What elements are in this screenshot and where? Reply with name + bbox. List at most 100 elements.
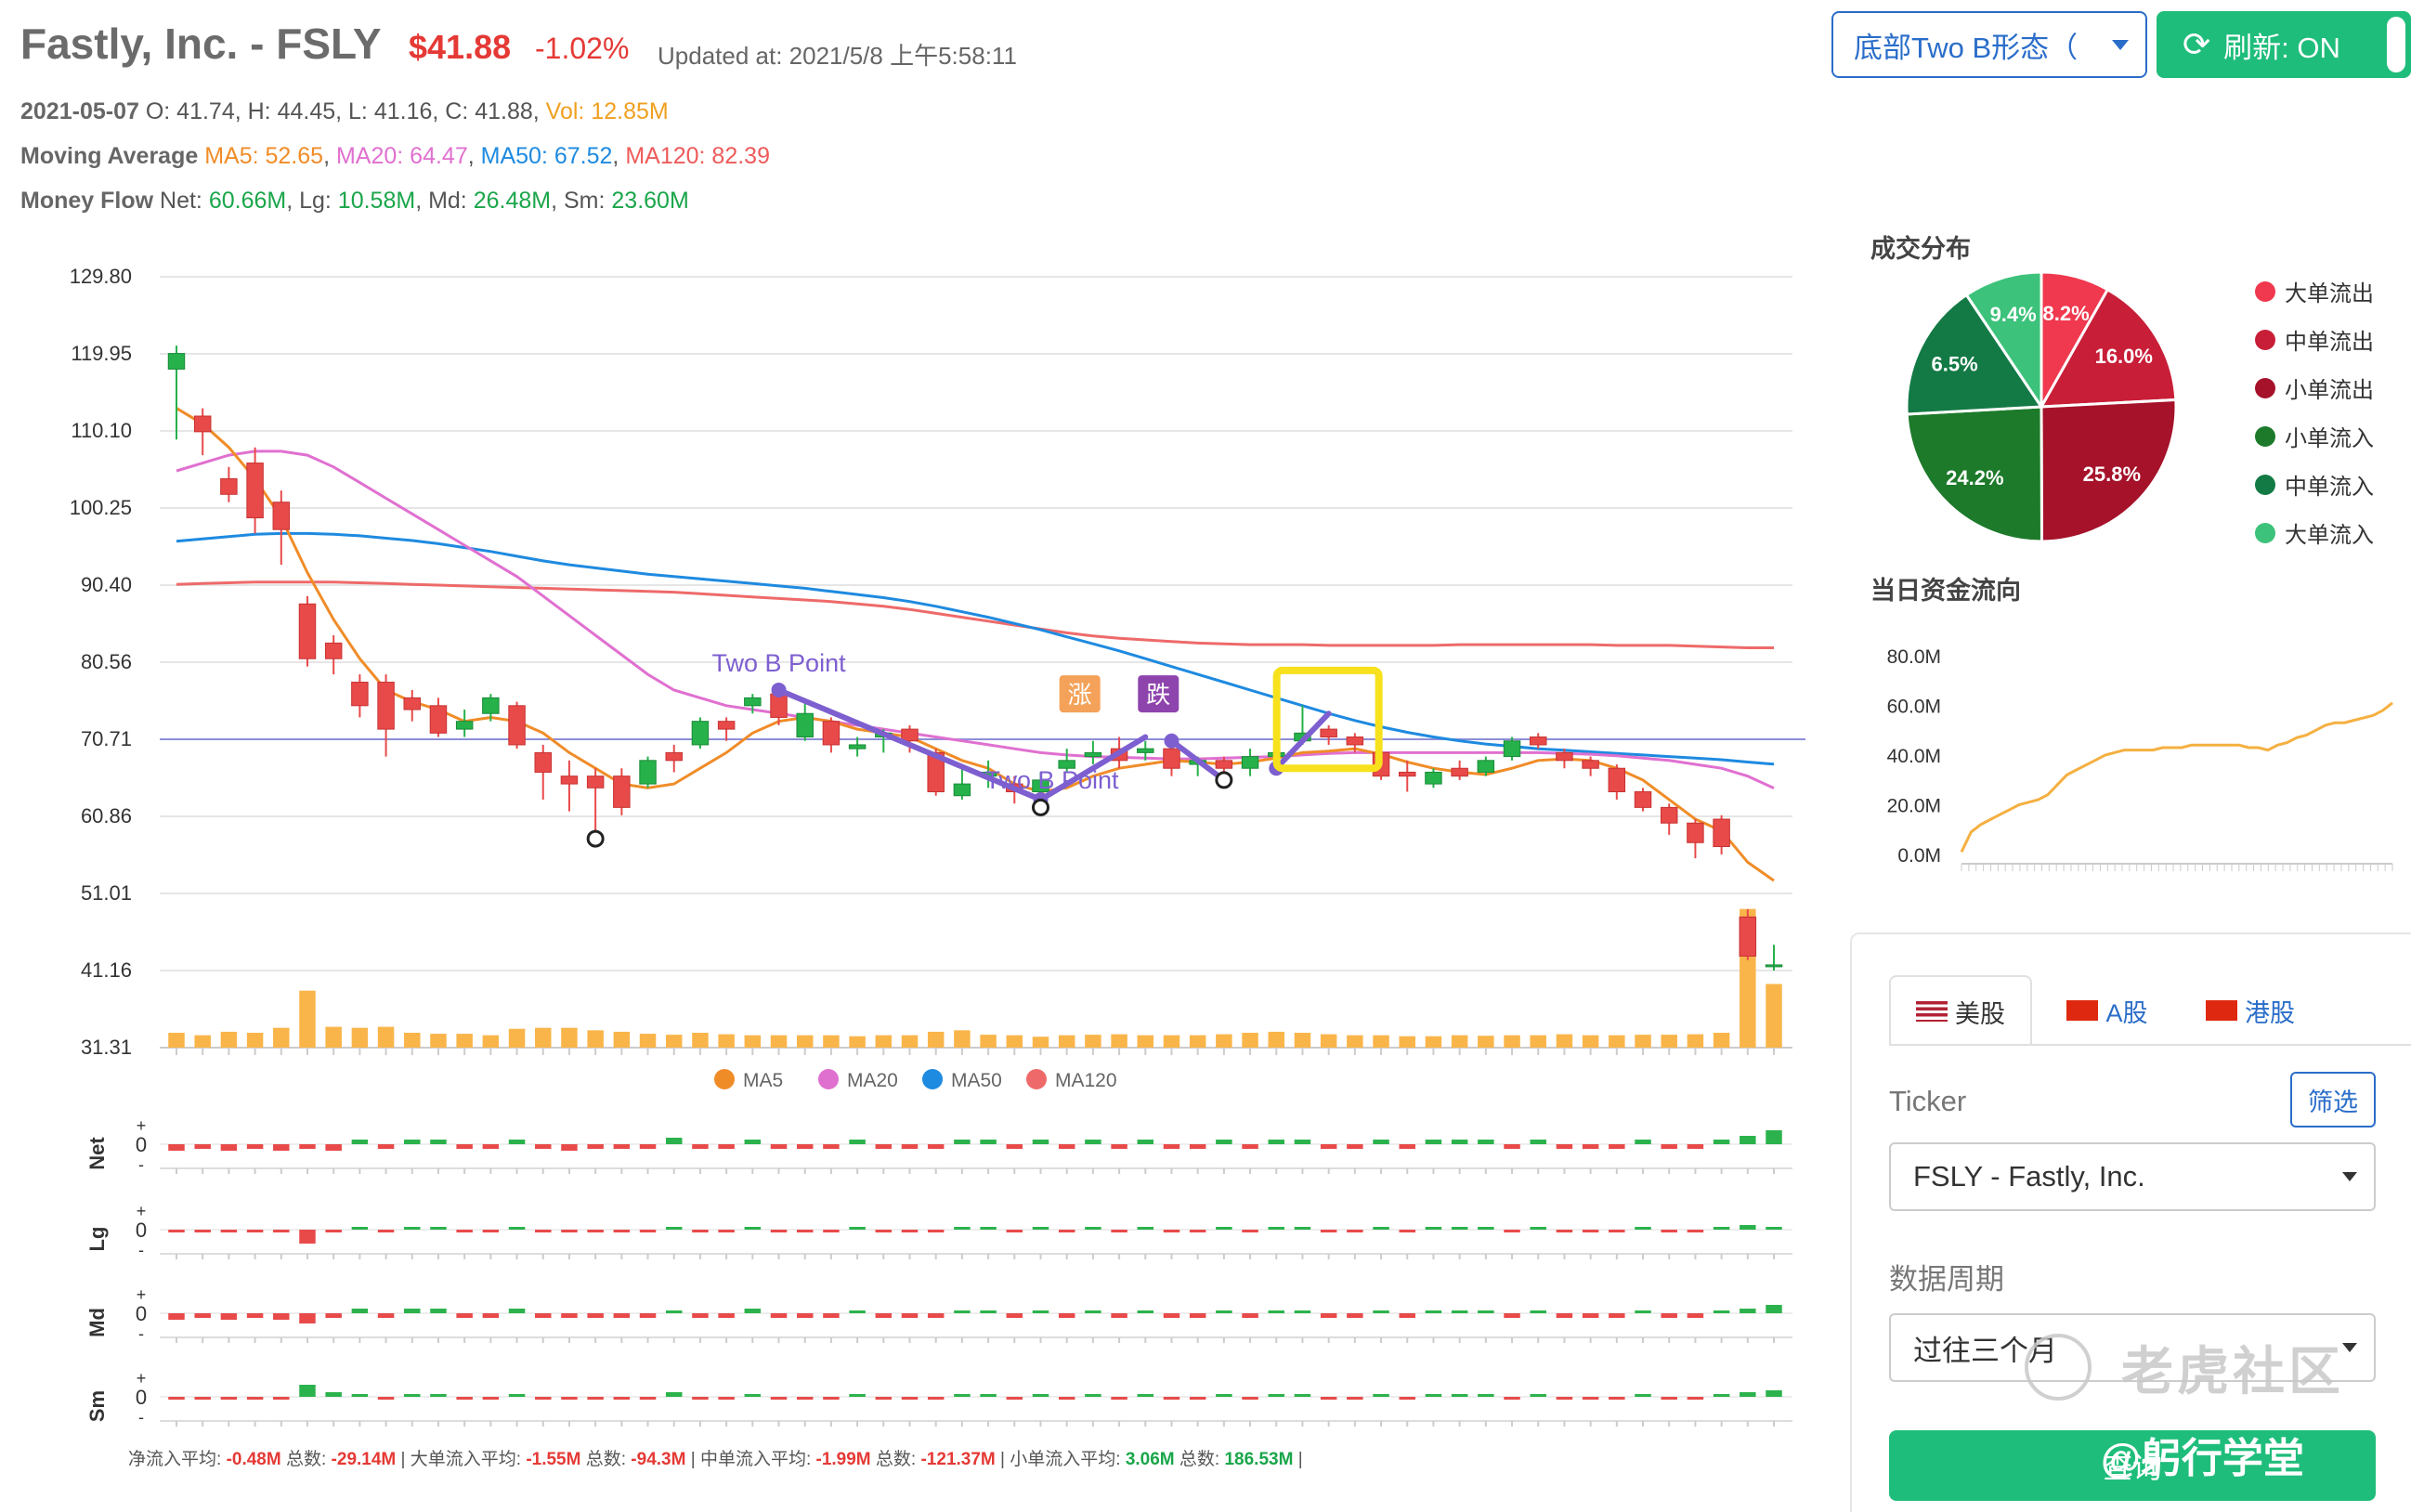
- volume-bar: [1713, 1033, 1730, 1048]
- flow-bar: [1556, 1397, 1573, 1400]
- candle: [534, 744, 552, 800]
- flow-bar: [508, 1140, 526, 1144]
- pie-title: 成交分布: [1870, 235, 1971, 263]
- flow-bar: [587, 1313, 604, 1318]
- refresh-label: 刷新: ON: [2223, 31, 2340, 64]
- volume-bar: [508, 1028, 526, 1048]
- candle-body: [403, 697, 422, 710]
- flow-bar: [823, 1144, 840, 1149]
- candle: [167, 345, 186, 440]
- pie-slice-label: 8.2%: [2042, 302, 2089, 325]
- flow-bar: [1032, 1394, 1049, 1397]
- flow-bar: [430, 1227, 447, 1230]
- candle-body: [1399, 771, 1416, 777]
- marker-badge: [1138, 675, 1179, 713]
- pie-legend-item[interactable]: 中单流出: [2255, 323, 2374, 356]
- flow-bar: [482, 1313, 500, 1318]
- pie-legend-item[interactable]: 中单流入: [2255, 468, 2374, 501]
- flow-bar: [1713, 1227, 1730, 1230]
- flow-bar: [508, 1394, 526, 1397]
- subpanel-tick-plus: +: [137, 1369, 147, 1388]
- flow-bar: [1609, 1230, 1625, 1232]
- tab-us-stocks[interactable]: 美股: [1889, 975, 2032, 1046]
- flow-bar: [1478, 1227, 1494, 1230]
- flow-bar: [1006, 1313, 1023, 1318]
- volume-bar: [1268, 1031, 1285, 1048]
- candle: [1660, 803, 1678, 835]
- candle-body: [1765, 964, 1783, 968]
- volume-bar: [1189, 1035, 1206, 1048]
- flow-bar: [194, 1313, 211, 1318]
- volume-bar: [1373, 1035, 1389, 1048]
- y-tick-label: 129.80: [70, 265, 132, 288]
- legend-marker: [714, 1069, 735, 1089]
- pie-legend-item[interactable]: 大单流入: [2255, 516, 2374, 549]
- y-tick-label: 100.25: [70, 496, 132, 519]
- candle: [403, 689, 422, 722]
- tab-hk-stocks[interactable]: 港股: [2181, 975, 2320, 1046]
- pie-legend-item[interactable]: 小单流出: [2255, 371, 2374, 404]
- query-button[interactable]: 查询: [1889, 1430, 2376, 1501]
- ohlc-volume: Vol: 12.85M: [545, 98, 669, 124]
- pie-legend-item[interactable]: 大单流出: [2255, 275, 2374, 307]
- candle-body: [455, 721, 474, 730]
- pie-slice: [1964, 270, 2043, 411]
- volume-bar: [980, 1035, 997, 1048]
- pie-slice-label: 16.0%: [2095, 345, 2153, 368]
- flow-bar: [273, 1313, 290, 1320]
- flow-bar: [718, 1144, 735, 1149]
- candle: [1687, 819, 1704, 859]
- flow-bar: [325, 1392, 342, 1397]
- ticker-select[interactable]: FSLY - Fastly, Inc.: [1889, 1142, 2376, 1211]
- volume-bar: [1294, 1033, 1311, 1048]
- flow-bar: [1766, 1130, 1782, 1144]
- filter-button[interactable]: 筛选: [2290, 1072, 2376, 1127]
- ma120-line: [176, 580, 1774, 649]
- stat-lg-avg: -1.55M: [526, 1450, 581, 1469]
- cn-flag-icon: [2066, 1000, 2099, 1021]
- pie-slice-label: 9.4%: [1990, 303, 2037, 326]
- volume-bar: [875, 1035, 893, 1048]
- candle-body: [1503, 740, 1521, 758]
- candle-body: [193, 415, 212, 433]
- ma-sep-2: ,: [467, 143, 481, 169]
- flow-bar: [377, 1230, 395, 1232]
- two-b-line: [775, 686, 1044, 802]
- flow-bar: [587, 1397, 604, 1400]
- tab-label: 港股: [2245, 998, 2295, 1027]
- flow-bar: [1189, 1397, 1206, 1400]
- updated-time: Updated at: 2021/5/8 上午5:58:11: [658, 42, 1017, 70]
- volume-bar: [404, 1033, 421, 1048]
- flow-bar: [796, 1230, 814, 1232]
- flow-bar: [875, 1397, 893, 1400]
- flow-bar: [1425, 1140, 1442, 1144]
- pie-legend-item[interactable]: 小单流入: [2255, 420, 2374, 452]
- pattern-select[interactable]: 底部Two B形态（: [1831, 11, 2147, 78]
- flow-bar: [1085, 1394, 1101, 1397]
- flow-bar: [692, 1144, 709, 1149]
- flow-bar: [823, 1230, 840, 1232]
- refresh-toggle[interactable]: ⟳ 刷新: ON: [2157, 11, 2411, 78]
- candle-body: [796, 712, 814, 738]
- flow-bar: [1111, 1230, 1127, 1232]
- candle-body: [1660, 806, 1678, 824]
- candle: [1765, 945, 1783, 971]
- flow-bar: [954, 1310, 971, 1313]
- flow-bar: [718, 1230, 735, 1232]
- volume-bar: [220, 1031, 238, 1048]
- volume-bar: [1661, 1035, 1677, 1048]
- volume-bar: [1216, 1034, 1232, 1048]
- subpanel-tick-minus: -: [138, 1241, 144, 1259]
- subpanel-tick-minus: -: [138, 1324, 144, 1343]
- volume-bar: [1058, 1035, 1075, 1048]
- candle-body: [508, 705, 526, 746]
- legend-dot: [2255, 474, 2275, 495]
- candle: [1582, 756, 1599, 776]
- ma120-value: MA120: 82.39: [625, 143, 770, 169]
- ohlc-values: O: 41.74, H: 44.45, L: 41.16, C: 41.88,: [138, 98, 546, 124]
- flow-bar: [744, 1140, 762, 1144]
- candle-body: [848, 744, 867, 749]
- tab-a-shares[interactable]: A股: [2038, 975, 2177, 1046]
- flow-bar: [482, 1397, 500, 1400]
- candle: [482, 694, 500, 722]
